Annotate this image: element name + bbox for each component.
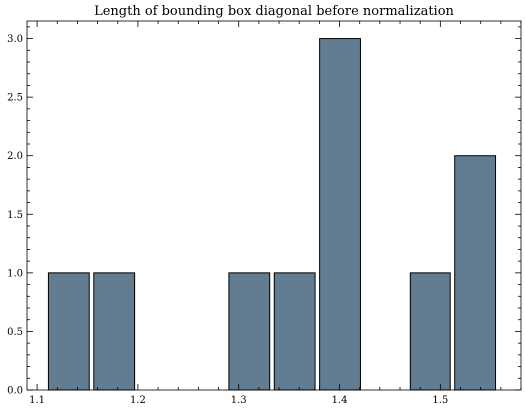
x-tick-label: 1.4 <box>332 395 348 406</box>
y-tick-label: 3.0 <box>7 34 23 45</box>
chart-title: Length of bounding box diagonal before n… <box>94 4 454 19</box>
y-tick-label: 0.5 <box>7 327 23 338</box>
y-tick-label: 0.0 <box>7 386 23 397</box>
ticks-group: 1.1 1.2 1.3 1.4 1.5 0.0 0.5 1.0 1.5 2.0 2.5 3.0 <box>7 21 522 406</box>
histogram-bar-6 <box>319 38 361 391</box>
histogram-bar-9 <box>454 155 497 391</box>
y-tick-label: 2.5 <box>7 93 23 104</box>
histogram-bar-0 <box>47 272 90 391</box>
x-tick-label: 1.5 <box>432 395 448 406</box>
x-tick-label: 1.1 <box>29 395 45 406</box>
histogram-bar-1 <box>93 272 136 391</box>
plot-frame <box>26 20 522 391</box>
y-tick-label: 2.0 <box>7 151 23 162</box>
histogram-bar-8 <box>409 272 451 391</box>
y-tick-label: 1.0 <box>7 268 23 279</box>
x-tick-label: 1.2 <box>130 395 146 406</box>
x-tick-label: 1.3 <box>231 395 247 406</box>
bars-group <box>47 38 497 391</box>
y-tick-label: 1.5 <box>7 210 23 221</box>
histogram-bar-5 <box>273 272 316 391</box>
histogram-bar-4 <box>228 272 271 391</box>
